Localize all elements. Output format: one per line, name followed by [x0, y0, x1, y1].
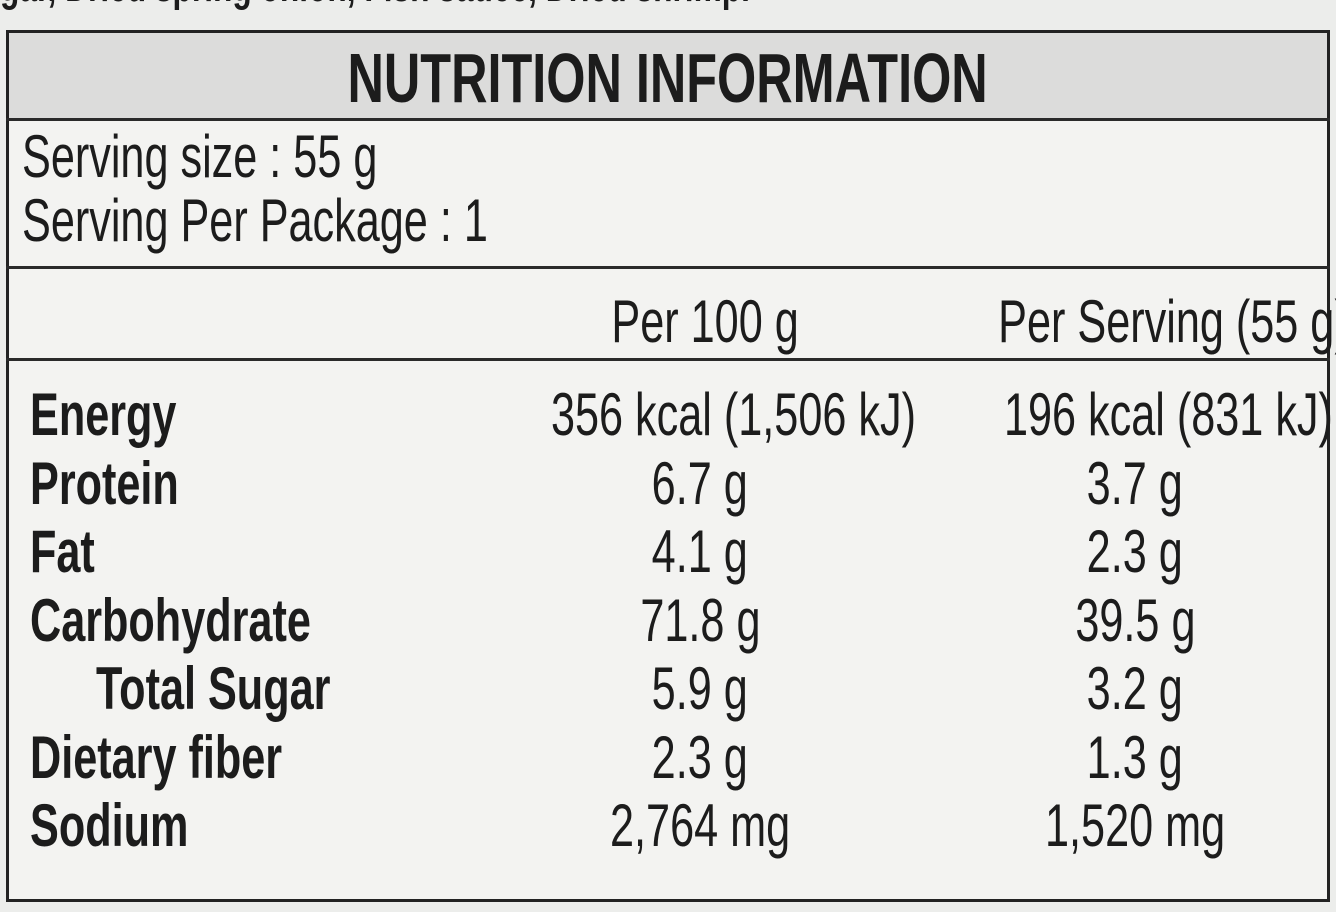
- per-serving-value: 39.5 g: [940, 586, 1330, 654]
- per-100g-value-text: 71.8 g: [639, 586, 761, 654]
- column-header-text: Per Serving (55 g): [998, 288, 1336, 355]
- nutrient-name-text: Protein: [30, 449, 179, 517]
- column-header-text: Per 100 g: [611, 288, 799, 355]
- per-serving-value: 1.3 g: [940, 723, 1330, 791]
- per-100g-value-text: 4.1 g: [651, 518, 749, 585]
- per-100g-value: 2.3 g: [480, 723, 920, 791]
- nutrient-name: Sodium: [30, 793, 250, 859]
- nutrient-name: Dietary fiber: [30, 723, 380, 791]
- divider: [6, 118, 1330, 121]
- per-100g-value-text: 356 kcal (1,506 kJ): [550, 381, 916, 448]
- column-header: Per Serving (55 g): [930, 290, 1336, 354]
- nutrient-name-text: Sodium: [30, 792, 189, 859]
- ingredients-fragment: gar, Dried spring onion, Fish sauce, Dri…: [0, 0, 1042, 12]
- per-serving-value-text: 2.3 g: [1086, 518, 1184, 585]
- per-100g-value: 71.8 g: [480, 586, 920, 654]
- per-serving-value: 3.7 g: [940, 449, 1330, 517]
- per-100g-value: 5.9 g: [480, 656, 920, 722]
- per-100g-value: 6.7 g: [480, 449, 920, 517]
- nutrient-name: Fat: [30, 519, 120, 585]
- servings-per-package: Serving Per Package : 1: [22, 190, 669, 252]
- per-serving-value: 3.2 g: [940, 656, 1330, 722]
- per-100g-value: 2,764 mg: [480, 793, 920, 859]
- per-100g-value-text: 2.3 g: [651, 723, 749, 791]
- ingredients-text: gar, Dried spring onion, Fish sauce, Dri…: [0, 0, 750, 12]
- per-serving-value-text: 3.7 g: [1086, 449, 1184, 517]
- per-serving-value-text: 196 kcal (831 kJ): [1003, 381, 1333, 448]
- divider: [6, 266, 1330, 269]
- divider: [6, 358, 1330, 361]
- per-serving-value-text: 3.2 g: [1086, 655, 1184, 722]
- per-100g-value: 4.1 g: [480, 519, 920, 585]
- per-serving-value: 1,520 mg: [940, 793, 1330, 859]
- title-band: [9, 33, 1327, 119]
- serving-size: Serving size : 55 g: [22, 126, 516, 188]
- column-header: Per 100 g: [470, 290, 940, 354]
- per-serving-value-text: 1.3 g: [1086, 723, 1184, 791]
- per-serving-value-text: 1,520 mg: [1044, 792, 1226, 859]
- nutrient-name: Protein: [30, 449, 237, 517]
- nutrient-name-text: Energy: [30, 381, 177, 448]
- nutrient-name-text: Carbohydrate: [30, 586, 311, 654]
- title: NUTRITION INFORMATION: [9, 40, 1327, 116]
- per-100g-value-text: 5.9 g: [651, 655, 749, 722]
- nutrition-box: [6, 30, 1330, 902]
- nutrient-name-text: Total Sugar: [96, 655, 331, 722]
- per-serving-value-text: 39.5 g: [1074, 586, 1196, 654]
- per-100g-value: 356 kcal (1,506 kJ): [480, 382, 920, 448]
- per-100g-value-text: 6.7 g: [651, 449, 749, 517]
- per-serving-value: 196 kcal (831 kJ): [940, 381, 1333, 448]
- per-serving-value: 2.3 g: [940, 519, 1330, 585]
- title-text: NUTRITION INFORMATION: [347, 39, 989, 117]
- nutrient-name-text: Fat: [30, 518, 95, 585]
- nutrient-name: Energy: [30, 382, 233, 448]
- per-100g-value-text: 2,764 mg: [609, 792, 791, 859]
- serving-size-text: Serving size : 55 g: [22, 123, 378, 190]
- nutrient-name-text: Dietary fiber: [30, 723, 283, 791]
- servings-per-package-text: Serving Per Package : 1: [22, 187, 488, 254]
- nutrient-name: Total Sugar: [96, 656, 422, 722]
- nutrient-name: Carbohydrate: [30, 586, 420, 654]
